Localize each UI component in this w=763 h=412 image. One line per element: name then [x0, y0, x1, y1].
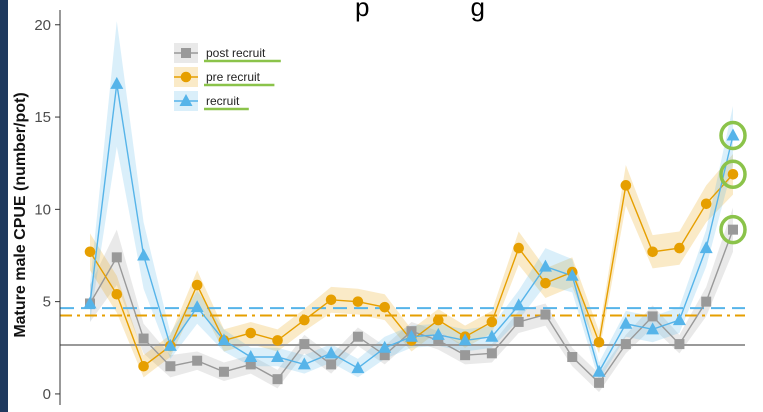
point-post-recruit-21 [620, 339, 631, 350]
point-post-recruit-24 [701, 296, 712, 307]
point-pre-recruit-17 [513, 242, 524, 254]
legend-marker-post-recruit [181, 48, 191, 58]
point-pre-recruit-21 [620, 180, 632, 191]
point-pre-recruit-25 [727, 168, 739, 180]
point-pre-recruit-24 [700, 198, 712, 210]
point-recruit-15 [458, 333, 472, 346]
point-post-recruit-3 [138, 333, 149, 344]
point-post-recruit-12 [379, 350, 390, 361]
point-post-recruit-18 [540, 309, 551, 320]
y-tick-label-20: 20 [34, 17, 51, 34]
point-recruit-14 [431, 327, 445, 340]
point-recruit-13 [405, 329, 418, 342]
point-recruit-21 [619, 316, 633, 329]
legend-label-post-recruit: post recruit [206, 46, 266, 60]
point-pre-recruit-1 [84, 246, 96, 258]
point-pre-recruit-18 [540, 277, 551, 289]
point-pre-recruit-7 [245, 327, 257, 339]
highlight-circle-recruit [719, 120, 747, 151]
point-pre-recruit-12 [379, 301, 391, 313]
point-post-recruit-19 [567, 352, 578, 363]
point-post-recruit-20 [594, 377, 605, 388]
chart-title: p g [355, 0, 485, 22]
legend-label-recruit: recruit [206, 94, 240, 108]
point-recruit-6 [217, 333, 231, 346]
point-pre-recruit-3 [138, 360, 149, 372]
legend-marker-recruit [179, 94, 193, 106]
slide-edge-bar [0, 0, 8, 412]
point-pre-recruit-23 [674, 242, 685, 254]
y-tick-label-0: 0 [43, 386, 51, 403]
point-recruit-3 [137, 248, 151, 261]
point-recruit-17 [512, 298, 526, 311]
point-recruit-20 [592, 364, 606, 377]
point-post-recruit-9 [299, 339, 310, 350]
point-post-recruit-17 [513, 316, 524, 327]
point-pre-recruit-5 [191, 279, 203, 291]
point-recruit-25 [726, 128, 740, 141]
point-post-recruit-4 [165, 361, 176, 372]
highlight-circle-post-recruit [719, 214, 747, 245]
point-pre-recruit-20 [593, 336, 605, 348]
point-post-recruit-2 [111, 252, 122, 263]
point-recruit-16 [485, 329, 499, 342]
point-post-recruit-7 [245, 359, 256, 370]
point-post-recruit-11 [352, 331, 363, 342]
point-pre-recruit-16 [486, 316, 498, 328]
legend: post recruit pre recruit recruit [170, 40, 285, 112]
point-recruit-2 [110, 76, 124, 89]
point-post-recruit-10 [326, 359, 337, 370]
point-post-recruit-22 [647, 311, 658, 322]
legend-marker-pre-recruit [180, 71, 192, 83]
point-recruit-19 [565, 268, 579, 281]
point-pre-recruit-22 [647, 246, 658, 258]
point-recruit-1 [83, 296, 97, 309]
legend-label-pre-recruit: pre recruit [206, 70, 261, 84]
point-recruit-23 [672, 313, 686, 326]
point-post-recruit-15 [460, 350, 471, 361]
point-pre-recruit-9 [299, 314, 310, 326]
point-recruit-24 [699, 241, 713, 254]
point-recruit-22 [646, 322, 660, 335]
point-post-recruit-8 [272, 374, 283, 385]
point-post-recruit-16 [486, 348, 497, 359]
point-pre-recruit-11 [352, 296, 364, 307]
point-recruit-12 [378, 340, 392, 353]
point-recruit-10 [324, 346, 338, 359]
point-post-recruit-14 [433, 335, 444, 346]
point-pre-recruit-8 [272, 335, 283, 346]
series-points [83, 76, 740, 388]
highlight-circle-pre-recruit [719, 159, 747, 190]
point-post-recruit-25 [728, 224, 738, 235]
point-post-recruit-6 [218, 366, 229, 377]
y-tick-label-10: 10 [34, 201, 51, 218]
point-recruit-7 [244, 350, 258, 363]
point-pre-recruit-14 [432, 314, 444, 326]
point-post-recruit-23 [674, 339, 685, 350]
y-axis-title: Mature male CPUE (number/pot) [12, 92, 29, 337]
point-recruit-5 [190, 300, 204, 313]
point-pre-recruit-2 [111, 288, 123, 300]
highlight-circles [719, 120, 747, 245]
band-recruit [90, 21, 733, 382]
point-recruit-8 [271, 350, 285, 363]
point-post-recruit-5 [192, 355, 203, 366]
point-pre-recruit-10 [325, 294, 337, 306]
y-axis: 0 5 10 15 20 [34, 10, 61, 405]
y-tick-label-5: 5 [43, 294, 51, 311]
point-recruit-4 [163, 338, 177, 351]
point-recruit-18 [538, 259, 552, 272]
y-tick-label-15: 15 [34, 109, 51, 126]
point-recruit-11 [351, 361, 365, 374]
point-recruit-9 [297, 357, 311, 370]
